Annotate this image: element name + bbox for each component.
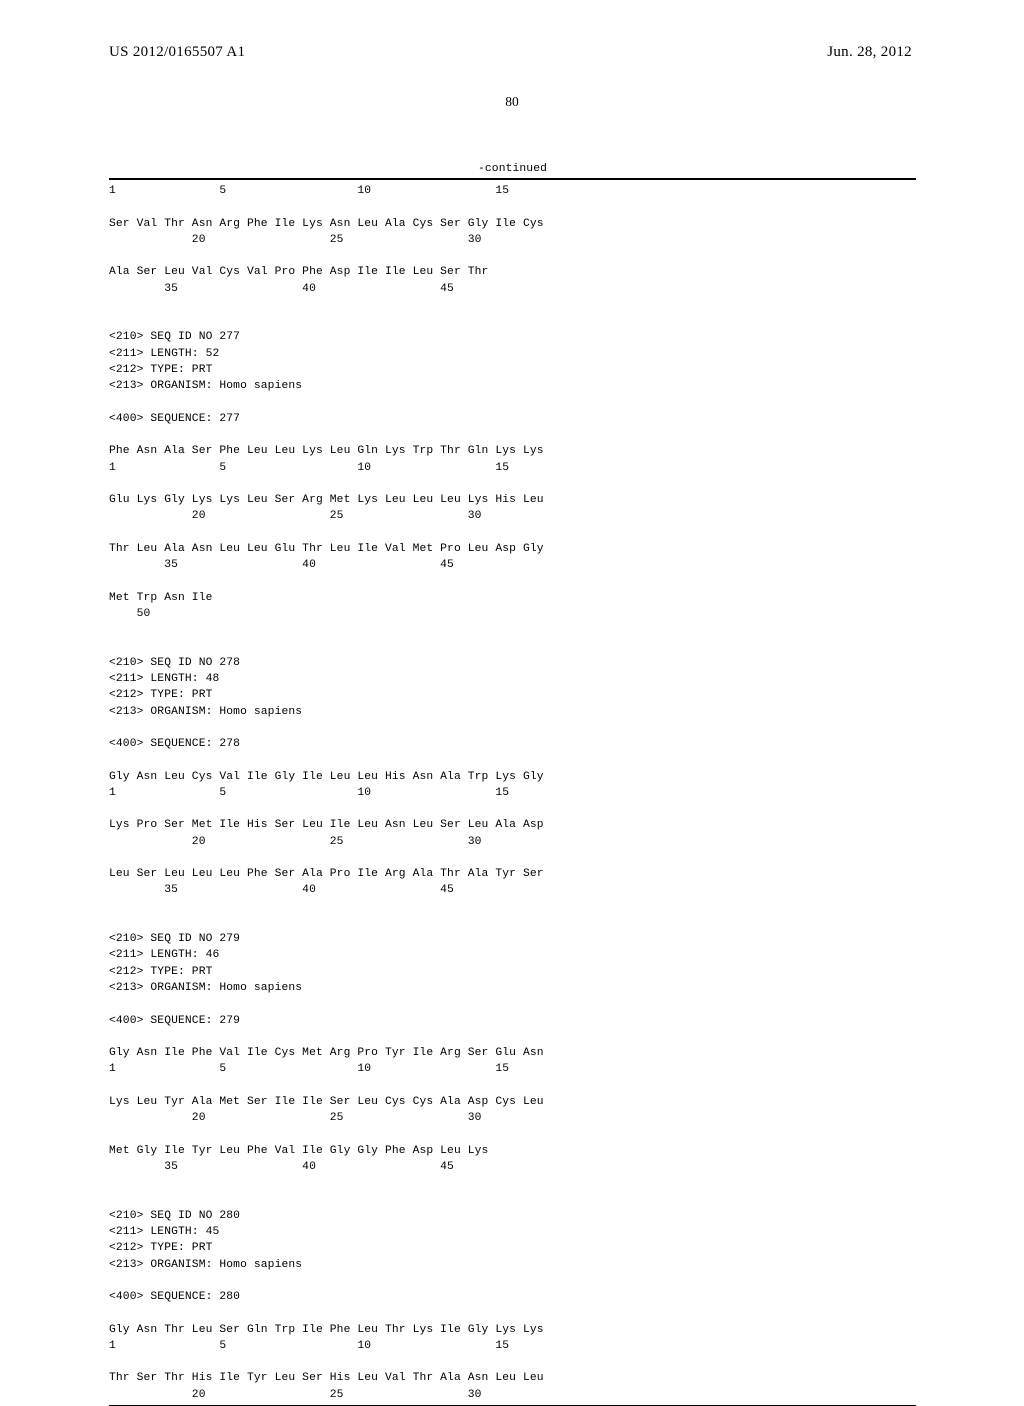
publication-date: Jun. 28, 2012: [827, 44, 912, 61]
page-number: 80: [0, 94, 1024, 110]
sequence-listing-text: 1 5 10 15 Ser Val Thr Asn Arg Phe Ile Ly…: [109, 180, 916, 1405]
continued-label: -continued: [109, 163, 916, 175]
sequence-listing-block: -continued 1 5 10 15 Ser Val Thr Asn Arg…: [109, 163, 916, 1406]
publication-number: US 2012/0165507 A1: [109, 44, 245, 61]
patent-header: US 2012/0165507 A1 Jun. 28, 2012: [0, 44, 1024, 68]
